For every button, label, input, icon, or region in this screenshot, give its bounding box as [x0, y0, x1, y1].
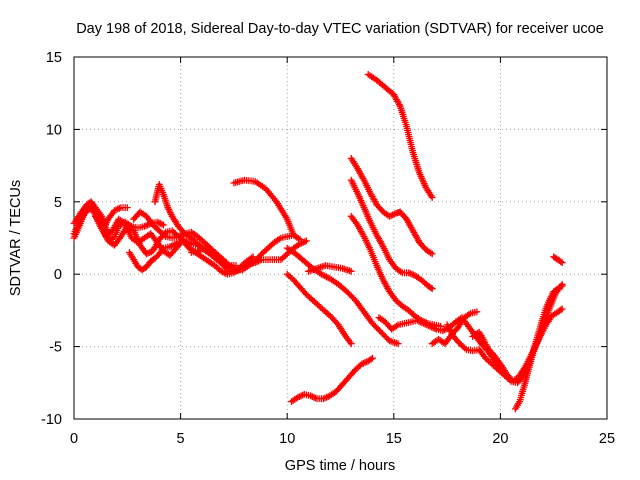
x-tick-label: 5 — [177, 431, 185, 447]
x-tick-label: 0 — [70, 431, 78, 447]
x-tick-label: 10 — [279, 431, 295, 447]
y-tick-label: -5 — [49, 340, 62, 356]
chart-title: Day 198 of 2018, Sidereal Day-to-day VTE… — [76, 21, 604, 37]
data-series — [70, 71, 566, 413]
series-arc23 — [550, 253, 566, 266]
axis-ticks — [73, 56, 608, 420]
series-arc22 — [511, 282, 566, 413]
y-tick-label: 0 — [54, 267, 62, 283]
series-arc21 — [469, 305, 566, 385]
series-arc17 — [364, 71, 436, 201]
y-tick-label: 5 — [54, 195, 62, 211]
series-arc11 — [283, 270, 355, 348]
series-arc12 — [288, 354, 376, 405]
y-tick-label: -10 — [41, 412, 62, 428]
x-tick-labels: 0 5 10 15 20 25 — [70, 431, 615, 447]
y-tick-label: 15 — [46, 50, 62, 66]
y-axis-label: SDTVAR / TECUs — [8, 180, 24, 296]
x-axis-label: GPS time / hours — [285, 458, 395, 474]
series-arc16 — [347, 155, 436, 258]
x-tick-label: 15 — [386, 431, 402, 447]
series-arc13 — [305, 262, 355, 275]
x-tick-label: 25 — [599, 431, 615, 447]
series-arc8 — [187, 237, 310, 275]
y-tick-labels: -10 -5 0 5 10 15 — [41, 50, 62, 428]
series-arc14 — [347, 176, 436, 293]
x-tick-label: 20 — [492, 431, 508, 447]
y-tick-label: 10 — [46, 122, 62, 138]
series-arc9 — [230, 176, 297, 239]
